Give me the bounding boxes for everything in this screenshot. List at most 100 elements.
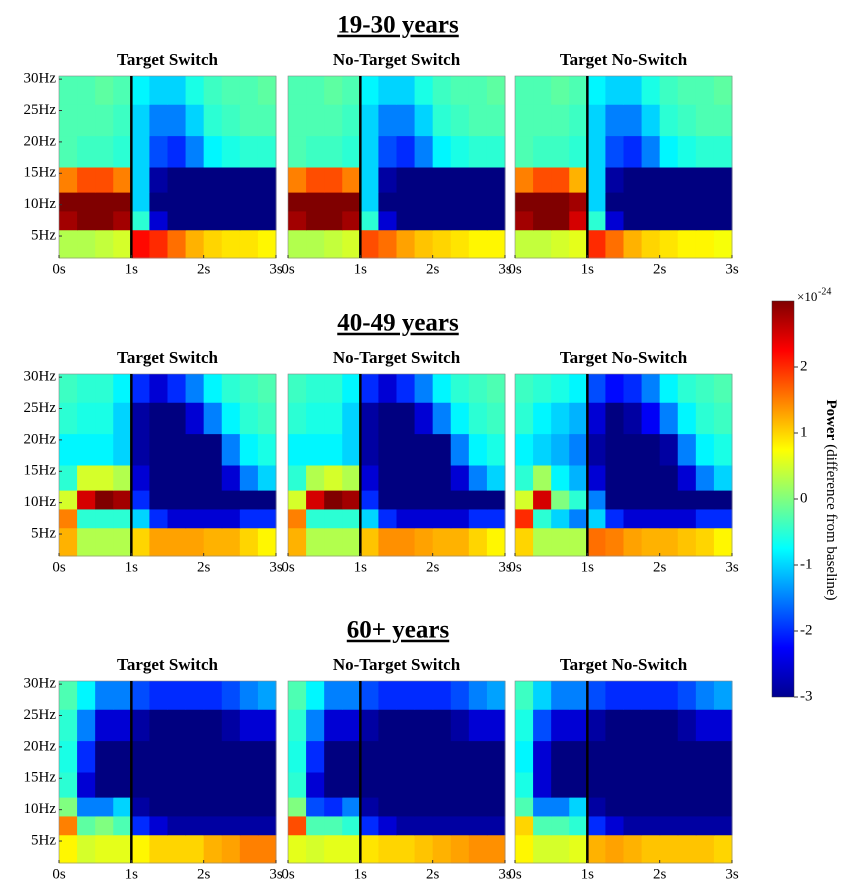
- heatmap-cell: [77, 527, 96, 557]
- heatmap-cell: [59, 834, 78, 864]
- heatmap-cell: [149, 167, 168, 193]
- heatmap-cell: [360, 797, 379, 817]
- heatmap-cell: [551, 465, 570, 491]
- heatmap-cell: [113, 490, 132, 510]
- heatmap-cell: [414, 508, 434, 529]
- panel-title: No-Target Switch: [333, 348, 461, 367]
- heatmap-cell: [185, 740, 205, 773]
- heatmap-cell: [659, 374, 679, 403]
- heatmap-cell: [515, 681, 534, 710]
- heatmap-cell: [551, 681, 570, 710]
- heatmap-cell: [288, 210, 307, 231]
- y-tick-label: 20Hz: [24, 431, 57, 447]
- heatmap-cell: [378, 508, 397, 529]
- heatmap-cell: [468, 740, 488, 773]
- heatmap-cell: [288, 709, 307, 742]
- heatmap-cell: [149, 740, 168, 773]
- heatmap-cell: [239, 834, 259, 864]
- heatmap-cell: [113, 104, 132, 137]
- heatmap-cell: [203, 135, 223, 168]
- heatmap-cell: [713, 229, 733, 259]
- heatmap-cell: [641, 834, 661, 864]
- x-tick-label: 0s: [281, 559, 295, 575]
- heatmap-cell: [396, 681, 416, 710]
- heatmap-cell: [677, 210, 697, 231]
- heatmap-cell: [432, 135, 452, 168]
- colorbar-tick-label: 1: [800, 424, 808, 440]
- heatmap-cell: [203, 229, 223, 259]
- panel-title: Target No-Switch: [560, 348, 688, 367]
- heatmap-cell: [695, 465, 715, 491]
- x-tick-label: 3s: [269, 866, 283, 882]
- heatmap-cell: [378, 834, 397, 864]
- heatmap-cell: [533, 740, 552, 773]
- heatmap-cell: [360, 104, 379, 137]
- heatmap-cell: [486, 76, 506, 105]
- heatmap-cell: [695, 374, 715, 403]
- heatmap-cell: [450, 527, 470, 557]
- heatmap-cell: [306, 167, 325, 193]
- colorbar-tick-label: 2: [800, 358, 808, 374]
- heatmap-cell: [677, 815, 697, 836]
- heatmap-cell: [203, 374, 223, 403]
- heatmap-cell: [239, 681, 259, 710]
- heatmap-cell: [113, 374, 132, 403]
- heatmap-cell: [203, 490, 223, 510]
- panel-title: Target No-Switch: [560, 50, 688, 69]
- heatmap-cell: [551, 834, 570, 864]
- heatmap-cell: [396, 402, 416, 435]
- heatmap-cell: [432, 465, 452, 491]
- heatmap-cell: [450, 374, 470, 403]
- heatmap-cell: [468, 192, 488, 212]
- heatmap-cell: [203, 797, 223, 817]
- heatmap-cell: [515, 76, 534, 105]
- heatmap-cell: [257, 815, 277, 836]
- heatmap-cell: [378, 402, 397, 435]
- heatmap-cell: [396, 815, 416, 836]
- heatmap-cell: [569, 709, 588, 742]
- plot-frame: [58, 373, 277, 557]
- x-tick-label: 0s: [508, 559, 522, 575]
- x-tick-label: 3s: [725, 559, 739, 575]
- heatmap-cell: [203, 527, 223, 557]
- heatmap-cell: [396, 834, 416, 864]
- x-tick-label: 1s: [125, 866, 139, 882]
- heatmap-cell: [468, 374, 488, 403]
- heatmap-cell: [486, 192, 506, 212]
- heatmap-cell: [185, 815, 205, 836]
- heatmap-cell: [360, 834, 379, 864]
- heatmap-cell: [257, 709, 277, 742]
- heatmap-cell: [641, 815, 661, 836]
- heatmap-cell: [221, 815, 241, 836]
- heatmap-cell: [605, 135, 624, 168]
- heatmap-cell: [288, 135, 307, 168]
- heatmap-cell: [342, 681, 361, 710]
- x-tick-label: 3s: [498, 261, 512, 277]
- heatmap-cell: [396, 210, 416, 231]
- heatmap-cell: [167, 210, 187, 231]
- heatmap-cell: [468, 681, 488, 710]
- heatmap-cell: [149, 229, 168, 259]
- heatmap-cell: [59, 508, 78, 529]
- heatmap-cell: [113, 709, 132, 742]
- heatmap-cell: [306, 402, 325, 435]
- heatmap-cell: [659, 135, 679, 168]
- heatmap-cell: [623, 76, 643, 105]
- heatmap-cell: [324, 815, 343, 836]
- heatmap-cell: [468, 834, 488, 864]
- heatmap-cell: [659, 433, 679, 466]
- heatmap-cell: [551, 772, 570, 798]
- heatmap-cell: [623, 740, 643, 773]
- heatmap-cell: [95, 815, 114, 836]
- heatmap-cell: [695, 709, 715, 742]
- heatmap-cell: [360, 740, 379, 773]
- heatmap-cell: [677, 402, 697, 435]
- heatmap-cell: [569, 797, 588, 817]
- heatmap-cell: [239, 210, 259, 231]
- heatmap-cell: [257, 374, 277, 403]
- heatmap-cell: [77, 797, 96, 817]
- heatmap-cell: [59, 709, 78, 742]
- heatmap-cell: [77, 402, 96, 435]
- y-tick-label: 25Hz: [24, 707, 57, 723]
- heatmap-cell: [378, 490, 397, 510]
